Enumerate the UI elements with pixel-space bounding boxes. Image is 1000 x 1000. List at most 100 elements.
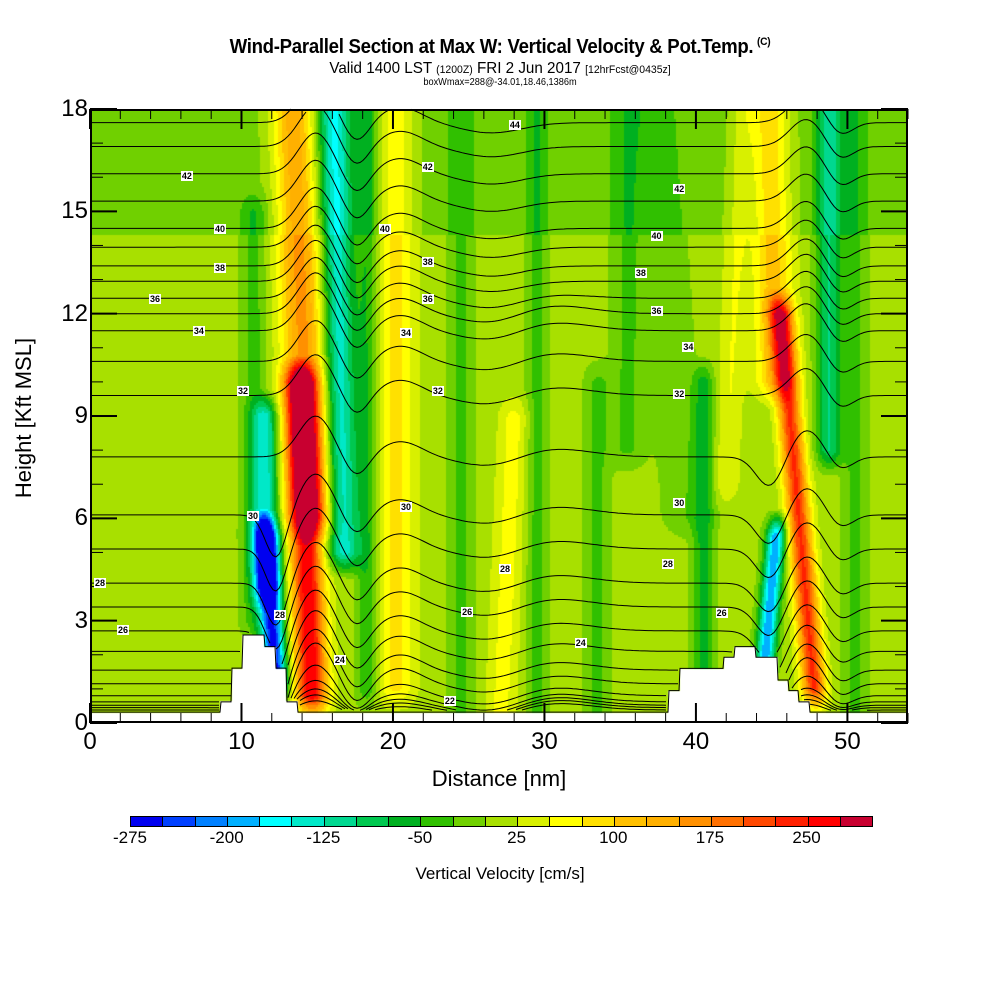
isentrope-18 [809, 703, 832, 711]
isentrope-overlay [89, 108, 909, 724]
isentrope-20 [506, 697, 667, 711]
contour-label: 40 [213, 223, 226, 234]
contour-label: 40 [378, 223, 391, 234]
colorbar-segment [485, 817, 519, 826]
isentrope-21 [359, 693, 667, 711]
isentrope-23 [287, 642, 678, 702]
contour-label: 24 [333, 654, 346, 665]
isentrope-34 [90, 289, 906, 348]
x-tick-label: 40 [682, 728, 710, 755]
isentrope-44 [338, 109, 391, 140]
isentrope-18 [299, 700, 343, 710]
isentrope-35 [90, 272, 906, 331]
contour-label: 26 [461, 606, 474, 617]
contour-label: 28 [661, 559, 674, 570]
plot-frame [90, 109, 908, 723]
isentrope-18 [521, 703, 667, 711]
isentrope-44 [821, 109, 906, 134]
contour-label: 34 [682, 341, 695, 352]
isentrope-19 [368, 702, 448, 711]
y-tick-label: 18 [61, 95, 88, 122]
colorbar-segment [840, 817, 873, 826]
colorbar-segment [260, 817, 293, 826]
contour-label: 34 [399, 327, 412, 338]
colorbar-segment [195, 817, 228, 826]
chart-subtitle: Valid 1400 LST (1200Z) FRI 2 Jun 2017 [1… [25, 60, 975, 78]
isentrope-23 [788, 657, 906, 696]
contour-label: 32 [431, 385, 444, 396]
contour-label: 42 [673, 183, 686, 194]
isentrope-24 [287, 628, 678, 688]
isentrope-37 [90, 239, 906, 299]
y-tick-label: 3 [74, 606, 88, 634]
isentrope-21 [800, 687, 906, 709]
y-tick-label: 0 [74, 709, 88, 736]
chart-title-text: Wind-Parallel Section at Max W: Vertical… [229, 36, 754, 58]
y-tick-label: 9 [74, 402, 88, 429]
colorbar-tick-label: 25 [507, 828, 527, 847]
isentrope-27 [275, 565, 906, 650]
y-axis-label: Height [Kft MSL] [11, 337, 36, 499]
contour-label: 28 [499, 563, 512, 574]
isentrope-39 [90, 205, 906, 265]
isentrope-26 [90, 630, 250, 633]
colorbar-tick-label: -275 [112, 828, 148, 847]
colorbar-segment [582, 817, 615, 826]
isentrope-25 [779, 624, 906, 668]
plot-area: 44 42 42 42 40 40 40 38 38 38 36 36 36 34 34 34 32 32 32 30… [89, 108, 909, 724]
colorbar-tick-label: -200 [209, 828, 244, 847]
colorbar-tick-label: 100 [599, 828, 628, 847]
colorbar-segment [776, 817, 809, 826]
colorbar-tick-label: -125 [306, 828, 341, 847]
isentrope-21 [293, 679, 355, 711]
isentrope-41 [90, 159, 906, 219]
subtitle-date: FRI 2 Jun 2017 [476, 60, 581, 77]
contour-label: 32 [236, 385, 249, 396]
subtitle-utc: (1200Z) [436, 64, 473, 76]
contour-label: 28 [273, 609, 286, 620]
isentrope-18 [374, 706, 433, 711]
isentrope-22 [791, 675, 906, 705]
contour-label: 32 [673, 388, 686, 399]
contour-label: 42 [180, 170, 193, 181]
colorbar-segment [711, 817, 745, 826]
isentrope-26 [776, 604, 906, 653]
isentrope-24 [785, 643, 906, 682]
contour-label: 36 [421, 293, 434, 304]
colorbar-segment [163, 817, 196, 826]
x-tick-label: 30 [531, 728, 558, 755]
colorbar-segment [679, 817, 712, 826]
contour-label: 38 [213, 262, 226, 273]
colorbar-segment [453, 817, 486, 826]
box-wmax-info: boxWmax=288@-34.01,18.46,1386m [423, 77, 577, 88]
colorbar-segment [421, 817, 454, 826]
subtitle-valid: Valid 1400 LST [329, 60, 432, 77]
isentrope-19 [803, 698, 838, 711]
isentrope-44 [410, 108, 787, 134]
colorbar-segment [324, 817, 357, 826]
isentrope-20 [365, 698, 457, 711]
isentrope-43 [90, 111, 307, 147]
subtitle-forecast: [12hrFcst@0435z] [585, 64, 671, 76]
isentrope-28 [90, 541, 906, 626]
isentrope-19 [851, 707, 906, 711]
isentrope-27 [90, 606, 271, 644]
colorbar-segment [518, 817, 551, 826]
colorbar [130, 816, 873, 827]
isentrope-32 [90, 354, 906, 413]
isentrope-42 [90, 132, 906, 192]
contour-label: 42 [421, 161, 434, 172]
x-tick-label: 10 [228, 728, 255, 755]
x-tick-label: 20 [379, 728, 407, 755]
colorbar-segment [292, 817, 325, 826]
contour-label: 36 [650, 305, 663, 316]
isentrope-22 [290, 664, 666, 709]
isentrope-19 [299, 694, 346, 710]
colorbar-segment [227, 817, 261, 826]
y-tick-label: 12 [61, 299, 88, 327]
colorbar-segment [614, 817, 648, 826]
contour-label: 38 [634, 267, 647, 278]
isentrope-44 [90, 108, 292, 124]
isentrope-33 [90, 320, 906, 379]
isentrope-26 [281, 589, 760, 665]
